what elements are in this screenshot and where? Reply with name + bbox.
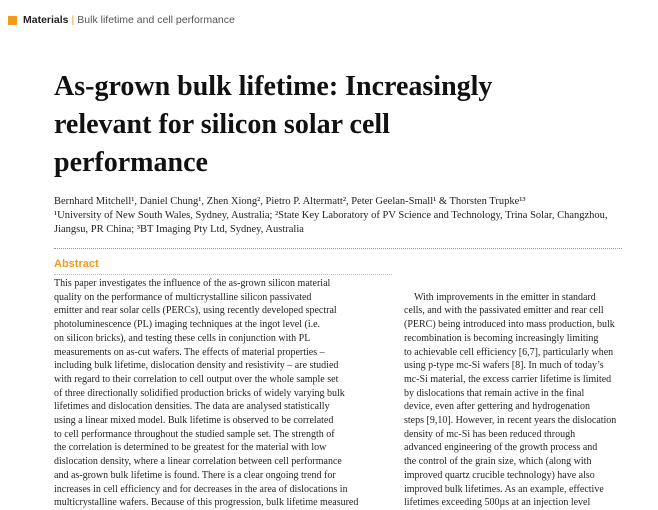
text-line: lifetimes exceeding 500µs at an injectio… [404, 497, 591, 509]
text-line: on silicon bricks), and testing these ce… [54, 332, 311, 344]
section-marker-icon [8, 15, 17, 25]
text-line: using p-type mc-Si wafers [8]. In much o… [404, 360, 604, 372]
text-line: to cell performance throughout the studi… [54, 428, 335, 440]
body-text-column: With improvements in the emitter in stan… [404, 277, 624, 510]
text-line: quality on the performance of multicryst… [54, 291, 312, 303]
affiliation-line: Jiangsu, PR China; ³BT Imaging Pty Ltd, … [54, 224, 304, 235]
text-line: (PERC) being introduced into mass produc… [404, 319, 615, 331]
affiliation-line: ¹University of New South Wales, Sydney, … [54, 210, 608, 221]
text-line: density of mc-Si has been reduced throug… [404, 428, 576, 440]
text-line: of three directionally solidified produc… [54, 387, 345, 399]
text-line: steps [9,10]. However, in recent years t… [404, 415, 617, 427]
text-line: including bulk lifetime, dislocation den… [54, 360, 339, 372]
title-line: performance [54, 147, 208, 178]
text-line: recombination is becoming increasingly l… [404, 332, 599, 344]
text-line: the control of the grain size, which (al… [404, 456, 592, 468]
text-line: emitter and rear solar cells (PERCs), us… [54, 305, 337, 317]
author-list: Bernhard Mitchell¹, Daniel Chung¹, Zhen … [54, 196, 526, 207]
section-separator: | [71, 14, 75, 26]
header-divider [54, 248, 622, 249]
section-header: Materials | Bulk lifetime and cell perfo… [8, 14, 235, 26]
text-line [404, 277, 624, 291]
text-line: With improvements in the emitter in stan… [414, 291, 596, 303]
text-line: measurements on as-cut wafers. The effec… [54, 346, 325, 358]
section-topic: Bulk lifetime and cell performance [77, 14, 235, 26]
text-line: improved bulk lifetimes. As an example, … [404, 483, 604, 495]
text-line: device, even after gettering and hydroge… [404, 401, 591, 413]
text-line: dislocation density, where a linear corr… [54, 456, 342, 468]
text-line: using a linear mixed model. Bulk lifetim… [54, 415, 334, 427]
text-line: increases in cell efficiency and for dec… [54, 483, 348, 495]
text-line: improved quartz crucible technology) hav… [404, 469, 595, 481]
text-line: advanced engineering of the growth proce… [404, 442, 598, 454]
text-line: cells, and with the passivated emitter a… [404, 305, 604, 317]
abstract-heading: Abstract [54, 258, 99, 270]
text-line: mc-Si material, the excess carrier lifet… [404, 373, 612, 385]
text-line: with regard to their correlation to cell… [54, 373, 339, 385]
title-line: relevant for silicon solar cell [54, 109, 390, 140]
abstract-divider [54, 274, 392, 275]
text-line: This paper investigates the influence of… [54, 278, 331, 289]
text-line: the correlation is determined to be grea… [54, 442, 327, 454]
text-line: and as-grown bulk lifetime is found. The… [54, 469, 336, 481]
text-line: multicrystalline wafers. Because of this… [54, 497, 359, 509]
text-line: lifetimes and dislocation densities. The… [54, 401, 330, 413]
title-line: As-grown bulk lifetime: Increasingly [54, 71, 493, 102]
affiliations: ¹University of New South Wales, Sydney, … [54, 209, 644, 237]
article-title: As-grown bulk lifetime: Increasingly rel… [54, 68, 644, 182]
text-line: by dislocations that remain active in th… [404, 387, 585, 399]
section-name: Materials [23, 14, 69, 26]
text-line: photoluminescence (PL) imaging technique… [54, 319, 321, 331]
text-line: to achievable cell efficiency [6,7], par… [404, 346, 614, 358]
abstract-text: This paper investigates the influence of… [54, 277, 394, 510]
